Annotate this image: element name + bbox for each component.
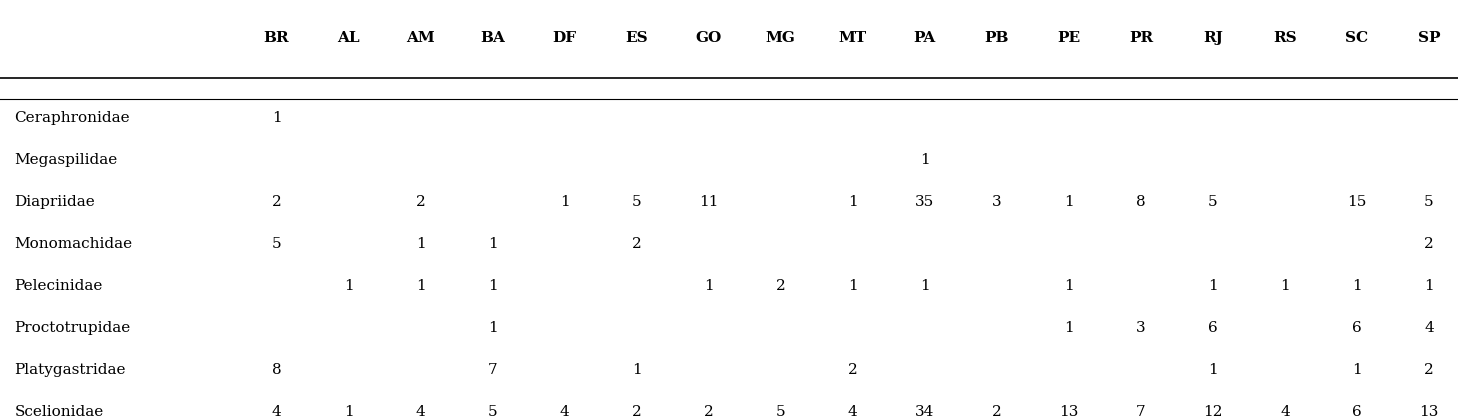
- Text: 2: 2: [776, 278, 786, 293]
- Text: 5: 5: [631, 194, 642, 209]
- Text: 11: 11: [698, 194, 719, 209]
- Text: 13: 13: [1419, 404, 1439, 419]
- Text: 1: 1: [920, 278, 930, 293]
- Text: 3: 3: [1136, 320, 1146, 335]
- Text: 2: 2: [416, 194, 426, 209]
- Text: 1: 1: [1064, 278, 1073, 293]
- Text: 4: 4: [560, 404, 570, 419]
- Text: 7: 7: [1136, 404, 1146, 419]
- Text: 1: 1: [631, 362, 642, 377]
- Text: 1: 1: [1352, 278, 1362, 293]
- Text: SP: SP: [1417, 31, 1441, 45]
- Text: 6: 6: [1352, 404, 1362, 419]
- Text: PB: PB: [984, 31, 1009, 45]
- Text: 1: 1: [488, 320, 497, 335]
- Text: Platygastridae: Platygastridae: [15, 362, 125, 377]
- Text: MG: MG: [765, 31, 796, 45]
- Text: 2: 2: [1424, 236, 1433, 251]
- Text: 6: 6: [1209, 320, 1217, 335]
- Text: 2: 2: [849, 362, 857, 377]
- Text: ES: ES: [625, 31, 647, 45]
- Text: DF: DF: [553, 31, 577, 45]
- Text: AL: AL: [337, 31, 360, 45]
- Text: 15: 15: [1347, 194, 1366, 209]
- Text: 5: 5: [1209, 194, 1217, 209]
- Text: 2: 2: [991, 404, 1002, 419]
- Text: 1: 1: [271, 110, 281, 125]
- Text: 35: 35: [916, 194, 935, 209]
- Text: 1: 1: [488, 278, 497, 293]
- Text: 1: 1: [849, 194, 857, 209]
- Text: 1: 1: [344, 404, 353, 419]
- Text: 2: 2: [704, 404, 713, 419]
- Text: 1: 1: [560, 194, 570, 209]
- Text: 4: 4: [849, 404, 857, 419]
- Text: PE: PE: [1057, 31, 1080, 45]
- Text: Diapriidae: Diapriidae: [15, 194, 95, 209]
- Text: 8: 8: [1136, 194, 1146, 209]
- Text: MT: MT: [838, 31, 868, 45]
- Text: 7: 7: [488, 362, 497, 377]
- Text: RS: RS: [1273, 31, 1296, 45]
- Text: 2: 2: [631, 404, 642, 419]
- Text: 4: 4: [1280, 404, 1290, 419]
- Text: Megaspilidae: Megaspilidae: [15, 152, 118, 167]
- Text: 1: 1: [1280, 278, 1290, 293]
- Text: AM: AM: [407, 31, 434, 45]
- Text: 5: 5: [271, 236, 281, 251]
- Text: 1: 1: [920, 152, 930, 167]
- Text: 1: 1: [488, 236, 497, 251]
- Text: 2: 2: [631, 236, 642, 251]
- Text: 1: 1: [1064, 194, 1073, 209]
- Text: 13: 13: [1059, 404, 1079, 419]
- Text: 5: 5: [1424, 194, 1433, 209]
- Text: SC: SC: [1346, 31, 1369, 45]
- Text: BA: BA: [480, 31, 504, 45]
- Text: 5: 5: [776, 404, 786, 419]
- Text: Scelionidae: Scelionidae: [15, 404, 104, 419]
- Text: Monomachidae: Monomachidae: [15, 236, 133, 251]
- Text: PR: PR: [1128, 31, 1153, 45]
- Text: 6: 6: [1352, 320, 1362, 335]
- Text: 1: 1: [704, 278, 713, 293]
- Text: 8: 8: [271, 362, 281, 377]
- Text: RJ: RJ: [1203, 31, 1223, 45]
- Text: 1: 1: [1424, 278, 1433, 293]
- Text: 1: 1: [1352, 362, 1362, 377]
- Text: 4: 4: [271, 404, 281, 419]
- Text: 1: 1: [344, 278, 353, 293]
- Text: BR: BR: [264, 31, 289, 45]
- Text: 2: 2: [1424, 362, 1433, 377]
- Text: Proctotrupidae: Proctotrupidae: [15, 320, 131, 335]
- Text: 1: 1: [416, 278, 426, 293]
- Text: 12: 12: [1203, 404, 1223, 419]
- Text: 1: 1: [1064, 320, 1073, 335]
- Text: Ceraphronidae: Ceraphronidae: [15, 110, 130, 125]
- Text: 5: 5: [488, 404, 497, 419]
- Text: 4: 4: [1424, 320, 1433, 335]
- Text: 34: 34: [916, 404, 935, 419]
- Text: Pelecinidae: Pelecinidae: [15, 278, 104, 293]
- Text: 1: 1: [416, 236, 426, 251]
- Text: 2: 2: [271, 194, 281, 209]
- Text: 1: 1: [849, 278, 857, 293]
- Text: 4: 4: [416, 404, 426, 419]
- Text: 1: 1: [1209, 278, 1217, 293]
- Text: 1: 1: [1209, 362, 1217, 377]
- Text: 3: 3: [991, 194, 1002, 209]
- Text: GO: GO: [695, 31, 722, 45]
- Text: PA: PA: [914, 31, 936, 45]
